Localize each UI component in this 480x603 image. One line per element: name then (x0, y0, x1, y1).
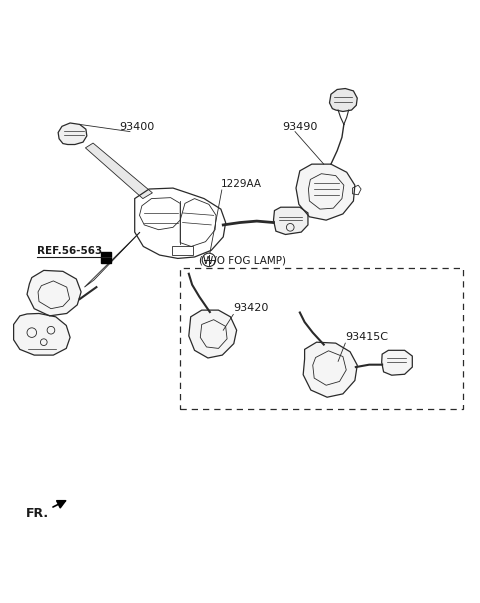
Bar (101, 252, 111, 263)
Bar (172, 245, 193, 255)
Polygon shape (13, 314, 70, 355)
Text: 1229AA: 1229AA (221, 179, 262, 189)
Text: 93400: 93400 (120, 122, 155, 131)
Text: 93420: 93420 (233, 303, 268, 314)
Polygon shape (189, 310, 237, 358)
Polygon shape (58, 123, 87, 145)
Polygon shape (27, 270, 81, 316)
Polygon shape (296, 164, 355, 220)
Text: FR.: FR. (25, 507, 48, 520)
Polygon shape (274, 207, 308, 235)
Polygon shape (84, 232, 140, 287)
Text: REF.56-563: REF.56-563 (36, 246, 102, 256)
Polygon shape (382, 350, 412, 375)
Polygon shape (303, 342, 357, 397)
Polygon shape (85, 143, 153, 198)
Text: (W/O FOG LAMP): (W/O FOG LAMP) (199, 256, 286, 265)
Bar (180, 268, 463, 409)
Text: 93490: 93490 (282, 122, 317, 131)
Text: 93415C: 93415C (345, 332, 388, 342)
Polygon shape (329, 89, 357, 112)
